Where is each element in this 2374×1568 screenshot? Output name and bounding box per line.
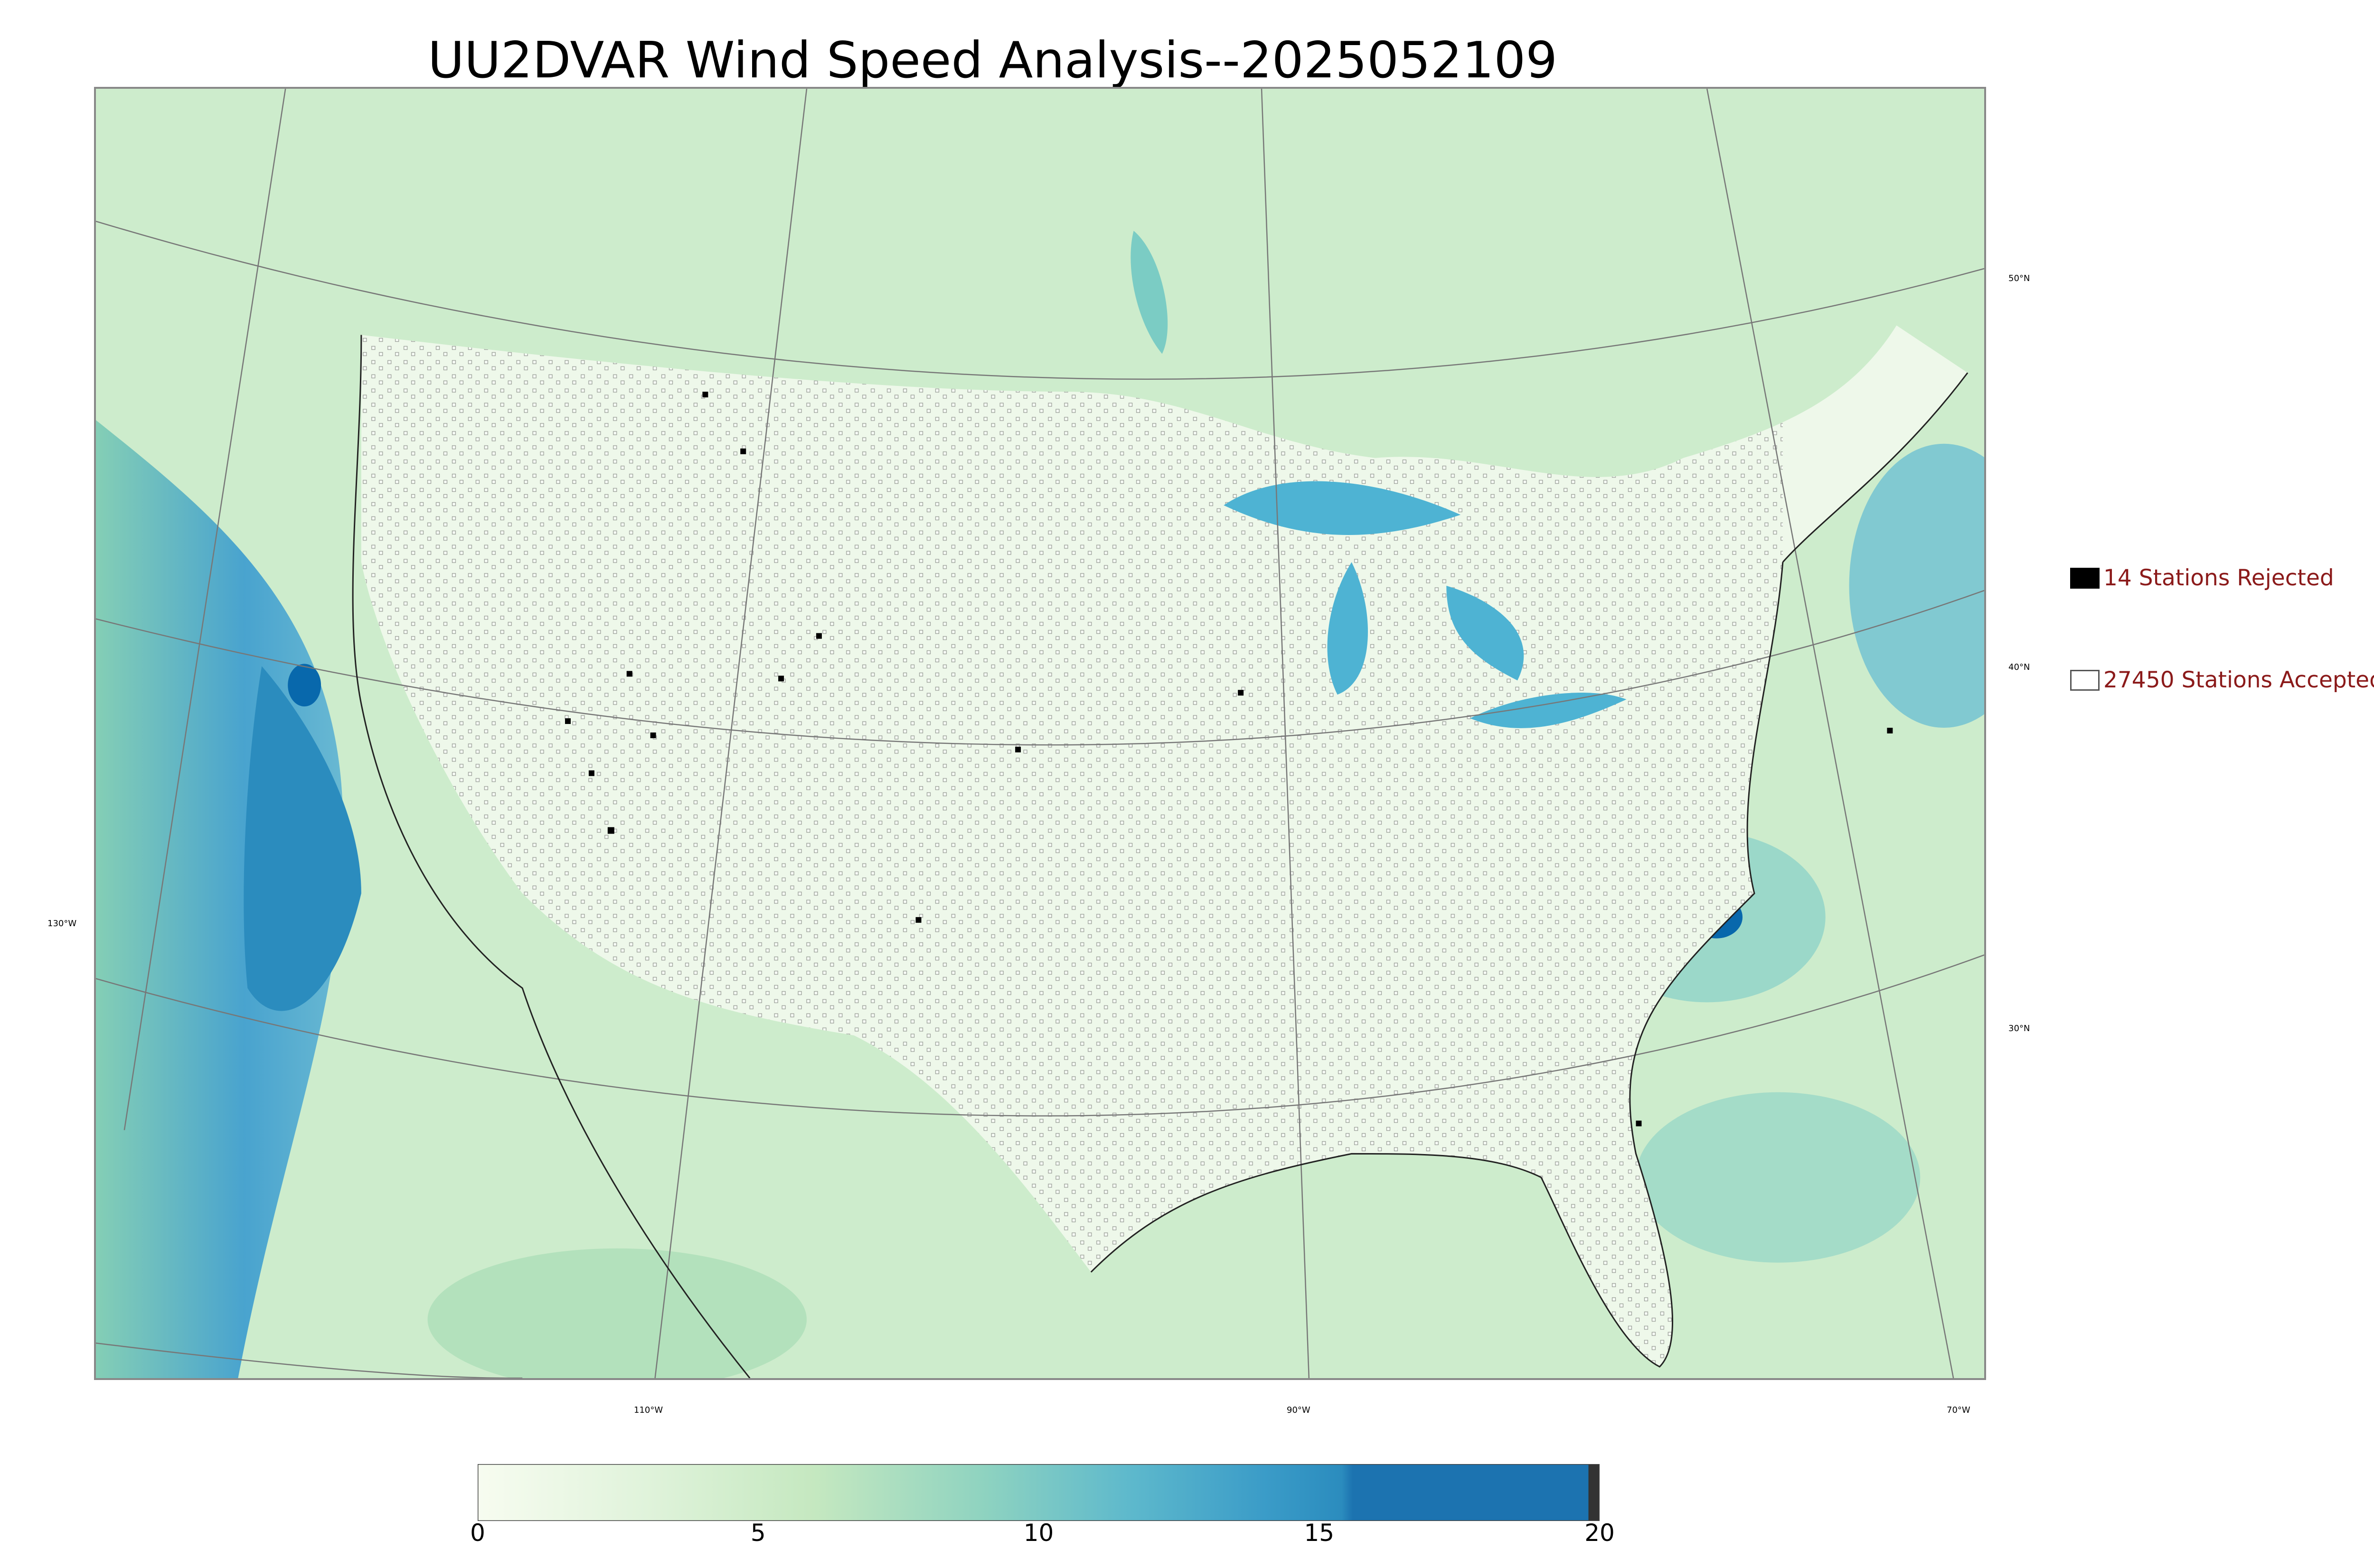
map-canvas xyxy=(96,89,1984,1378)
colorbar-tick-15: 15 xyxy=(1304,1519,1335,1547)
lake-superior xyxy=(1224,481,1461,535)
pacific-max-wind xyxy=(244,666,361,1011)
coastlines xyxy=(352,335,1969,1378)
colorbar-tick-10: 10 xyxy=(1023,1519,1054,1547)
legend-accepted: 27450 Stations Accepted xyxy=(2070,667,2374,693)
lake-winnipeg xyxy=(1130,231,1168,354)
rejected-stations xyxy=(565,392,1893,1127)
lon-label-90: 90°W xyxy=(1287,1405,1310,1415)
colorbar-tick-5: 5 xyxy=(750,1519,766,1547)
wind-speed-map[interactable] xyxy=(94,87,1986,1380)
legend-label-rejected: 14 Stations Rejected xyxy=(2103,565,2334,591)
lake-michigan xyxy=(1327,562,1368,695)
colorbar-tick-20: 20 xyxy=(1584,1519,1615,1547)
legend-label-accepted: 27450 Stations Accepted xyxy=(2103,667,2374,693)
colorbar-tick-0: 0 xyxy=(470,1519,485,1547)
legend-rejected: 14 Stations Rejected xyxy=(2070,565,2334,591)
lake-erie xyxy=(1470,693,1627,728)
lon-label-110: 110°W xyxy=(634,1405,663,1415)
graticule xyxy=(96,89,1984,1378)
colorbar-canvas xyxy=(477,1463,1601,1522)
pacific-wind-zone xyxy=(96,420,343,1378)
colorbar xyxy=(477,1463,1601,1522)
colorbar-gradient xyxy=(477,1463,1601,1522)
colorbar-ticks: 0 5 10 15 20 xyxy=(470,1519,1615,1548)
lat-label-40: 40°N xyxy=(2008,662,2030,672)
lon-label-70: 70°W xyxy=(1947,1405,1970,1415)
lon-label-130: 130°W xyxy=(47,919,77,929)
lat-label-30: 30°N xyxy=(2008,1023,2030,1033)
legend-swatch-rejected xyxy=(2070,567,2100,589)
lake-huron xyxy=(1446,585,1524,681)
page-title: UU2DVAR Wind Speed Analysis--2025052109 xyxy=(427,31,1557,89)
legend-swatch-accepted xyxy=(2070,669,2100,691)
lat-label-50: 50°N xyxy=(2008,273,2030,283)
